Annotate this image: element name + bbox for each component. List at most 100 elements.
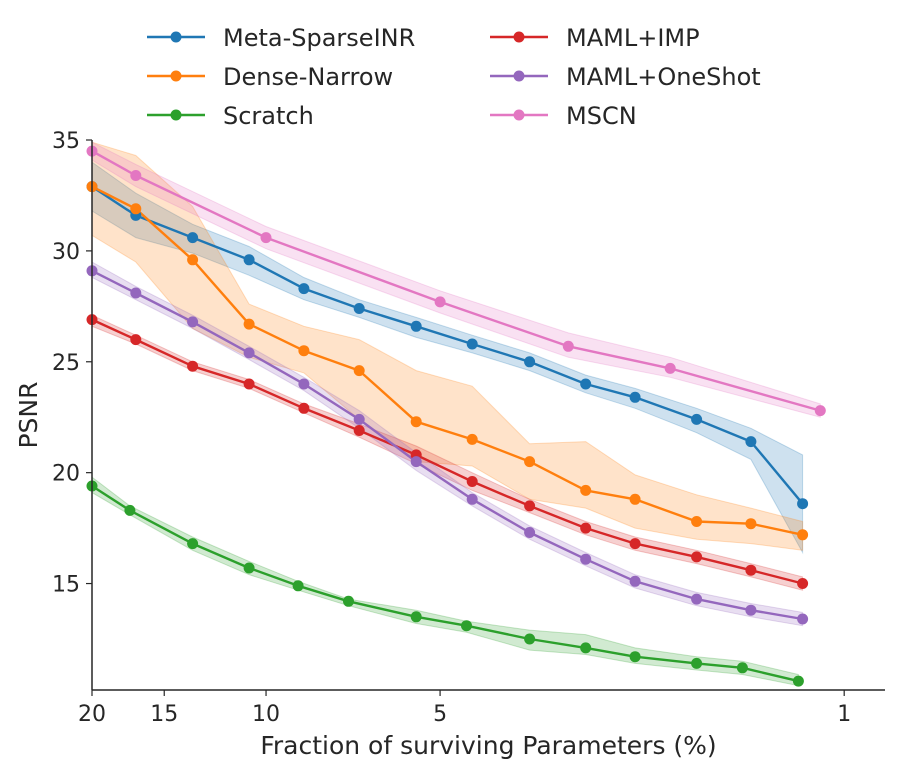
meta-sparseinr-point (353, 303, 365, 314)
maml-imp-point (466, 476, 478, 487)
maml-oneshot-point (298, 378, 310, 390)
maml-oneshot-point (745, 604, 757, 616)
maml-oneshot-point (243, 347, 255, 359)
meta-sparseinr-point (797, 498, 809, 510)
legend-label-mscn: MSCN (566, 102, 637, 130)
meta-sparseinr-point (243, 254, 255, 266)
maml-imp-point (243, 378, 255, 390)
mscn-point (664, 362, 676, 374)
legend-marker-maml-oneshot (513, 70, 525, 82)
maml-oneshot-line (91, 269, 803, 621)
legend-marker-mscn (513, 109, 525, 121)
dense-narrow-point (629, 493, 641, 505)
maml-imp-band (91, 314, 804, 591)
dense-narrow-line (91, 185, 803, 536)
meta-sparseinr-point (524, 356, 536, 368)
x-tick-label: 15 (150, 702, 178, 727)
scratch-point (580, 642, 592, 654)
legend-label-dense-narrow: Dense-Narrow (223, 63, 393, 91)
dense-narrow-point (524, 456, 536, 468)
x-axis-ticks: 20 15 10 5 1 (78, 690, 851, 727)
maml-imp-point (691, 551, 703, 563)
dense-narrow-band (91, 141, 804, 551)
meta-sparseinr-band (91, 161, 804, 555)
legend-marker-meta-sparseinr (170, 31, 182, 43)
y-tick-label: 15 (52, 573, 80, 598)
maml-oneshot-point (524, 527, 536, 538)
scratch-point (124, 504, 136, 516)
scratch-line (91, 484, 799, 683)
dense-narrow-point (353, 365, 365, 377)
meta-sparseinr-point (580, 378, 592, 390)
y-tick-label: 20 (52, 462, 80, 487)
maml-imp-point (524, 500, 536, 512)
maml-oneshot-point (797, 613, 809, 625)
dense-narrow-point (691, 516, 703, 527)
y-tick-label: 25 (52, 351, 80, 376)
dense-narrow-point (187, 254, 199, 266)
scratch-point (343, 595, 354, 607)
scratch-point (524, 633, 536, 645)
legend-marker-dense-narrow (170, 70, 182, 82)
x-tick-label: 10 (252, 702, 280, 727)
maml-oneshot-point (353, 413, 365, 425)
maml-oneshot-point (691, 593, 703, 605)
maml-oneshot-point (629, 575, 641, 587)
scratch-point (691, 657, 703, 669)
meta-sparseinr-point (410, 320, 422, 332)
x-tick-label: 20 (78, 702, 106, 727)
mscn-point (260, 232, 272, 244)
y-axis-label: PSNR (14, 381, 43, 448)
maml-imp-point (745, 564, 757, 576)
dense-narrow-point (466, 433, 478, 445)
legend: Meta-SparseINR Dense-Narrow Scratch MAML+IM… (147, 24, 761, 130)
y-axis-ticks: 15 20 25 30 35 (52, 129, 92, 598)
series-markers (86, 145, 826, 687)
legend-label-maml-oneshot: MAML+OneShot (566, 63, 761, 91)
maml-oneshot-point (580, 553, 592, 565)
mscn-point (130, 170, 142, 181)
legend-label-maml-imp: MAML+IMP (566, 24, 700, 52)
legend-marker-maml-imp (513, 31, 525, 43)
scratch-point (461, 620, 472, 632)
y-tick-label: 35 (52, 129, 80, 154)
dense-narrow-point (410, 416, 422, 428)
maml-oneshot-point (187, 316, 199, 328)
scratch-point (292, 580, 304, 592)
meta-sparseinr-point (466, 338, 478, 350)
scratch-point (243, 562, 255, 574)
maml-imp-point (130, 334, 142, 346)
scratch-point (187, 538, 199, 550)
mscn-point (562, 340, 574, 352)
meta-sparseinr-point (187, 232, 199, 244)
meta-sparseinr-point (298, 283, 310, 295)
mscn-point (434, 296, 446, 308)
maml-imp-point (580, 522, 592, 534)
dense-narrow-point (298, 345, 310, 357)
dense-narrow-point (580, 484, 592, 496)
maml-imp-point (187, 360, 199, 372)
maml-imp-point (797, 578, 809, 589)
maml-oneshot-point (466, 493, 478, 505)
confidence-bands (91, 141, 821, 687)
maml-imp-point (298, 402, 310, 414)
dense-narrow-point (745, 518, 757, 530)
dense-narrow-point (130, 203, 142, 215)
maml-oneshot-band (91, 261, 804, 627)
y-tick-label: 30 (52, 240, 80, 265)
scratch-point (629, 651, 641, 663)
legend-label-meta-sparseinr: Meta-SparseINR (223, 24, 415, 52)
meta-sparseinr-line (91, 185, 804, 505)
scratch-point (792, 675, 804, 687)
x-axis-label: Fraction of surviving Parameters (%) (260, 731, 716, 760)
scratch-point (736, 662, 748, 674)
legend-marker-scratch (170, 109, 182, 121)
dense-narrow-point (243, 318, 255, 330)
x-tick-label: 1 (837, 702, 851, 727)
maml-oneshot-point (410, 456, 422, 468)
scratch-point (410, 611, 422, 623)
maml-imp-point (629, 538, 641, 550)
dense-narrow-point (797, 529, 809, 541)
meta-sparseinr-point (629, 391, 641, 403)
